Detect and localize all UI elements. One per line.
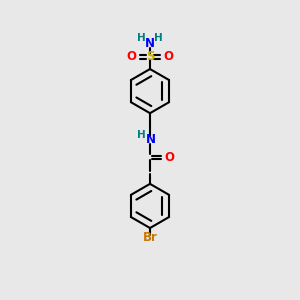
Text: N: N	[146, 133, 156, 146]
Text: S: S	[146, 50, 154, 63]
Text: N: N	[145, 37, 155, 50]
Text: O: O	[164, 50, 174, 63]
Text: O: O	[164, 151, 174, 164]
Text: H: H	[154, 33, 163, 43]
Text: H: H	[137, 33, 146, 43]
Text: Br: Br	[142, 231, 158, 244]
Text: H: H	[137, 130, 146, 140]
Text: O: O	[127, 50, 136, 63]
